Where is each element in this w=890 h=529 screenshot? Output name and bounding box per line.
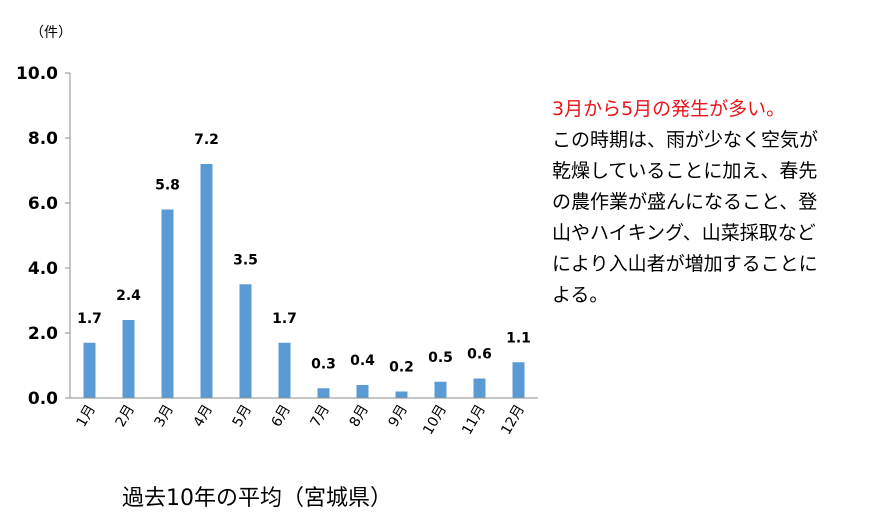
bar bbox=[512, 362, 525, 398]
data-label: 2.4 bbox=[116, 288, 141, 304]
bar bbox=[122, 320, 135, 398]
note-line: により入山者が増加することに bbox=[552, 253, 818, 275]
data-label: 0.4 bbox=[350, 353, 375, 369]
note-highlight: 3月から5月の発生が多い。 bbox=[552, 98, 786, 120]
x-tick-label: 4月 bbox=[191, 402, 216, 430]
y-tick-label: 0.0 bbox=[28, 389, 58, 409]
data-label: 0.5 bbox=[428, 350, 453, 366]
x-tick-label: 10月 bbox=[420, 402, 450, 438]
x-tick-label: 2月 bbox=[113, 402, 138, 430]
data-label: 7.2 bbox=[194, 132, 219, 148]
x-tick-label: 7月 bbox=[308, 402, 333, 430]
y-tick-label: 8.0 bbox=[28, 129, 58, 149]
note-line: 乾燥していることに加え、春先 bbox=[552, 160, 818, 182]
bar bbox=[473, 378, 486, 398]
note-line: よる。 bbox=[552, 284, 609, 306]
x-tick-label: 3月 bbox=[152, 402, 177, 430]
bar bbox=[395, 391, 408, 398]
data-label: 3.5 bbox=[233, 252, 258, 268]
y-axis-unit-label: （件） bbox=[30, 25, 72, 41]
chart-caption: 過去10年の平均（宮城県） bbox=[122, 486, 392, 511]
data-label: 1.7 bbox=[272, 311, 297, 327]
data-label: 0.2 bbox=[389, 360, 414, 376]
x-tick-label: 5月 bbox=[230, 402, 255, 430]
bar bbox=[200, 164, 213, 398]
data-label: 1.7 bbox=[77, 311, 102, 327]
note-line: 山やハイキング、山菜採取など bbox=[552, 222, 816, 244]
y-axis-ticks: 0.0 2.0 4.0 6.0 8.0 10.0 bbox=[16, 64, 70, 409]
bar bbox=[356, 385, 369, 398]
data-label: 5.8 bbox=[155, 178, 180, 194]
data-label: 0.3 bbox=[311, 356, 336, 372]
bar bbox=[278, 342, 291, 398]
bars bbox=[83, 164, 525, 398]
y-tick-label: 2.0 bbox=[28, 324, 58, 344]
bar bbox=[161, 209, 174, 398]
x-tick-label: 8月 bbox=[347, 402, 372, 430]
y-tick-label: 10.0 bbox=[16, 64, 58, 84]
data-labels: 1.7 2.4 5.8 7.2 3.5 1.7 0.3 0.4 0.2 0.5 0.6 1.1 bbox=[77, 132, 531, 376]
note-line: この時期は、雨が少なく空気が bbox=[552, 129, 819, 151]
x-tick-label: 11月 bbox=[459, 402, 489, 438]
data-label: 0.6 bbox=[467, 347, 492, 363]
data-label: 1.1 bbox=[506, 330, 531, 346]
note-line: の農作業が盛んになること、登 bbox=[552, 191, 818, 213]
y-tick-label: 4.0 bbox=[28, 259, 58, 279]
y-tick-label: 6.0 bbox=[28, 194, 58, 214]
explanation-note: 3月から5月の発生が多い。 この時期は、雨が少なく空気が 乾燥していることに加え… bbox=[552, 94, 882, 311]
x-tick-label: 6月 bbox=[269, 402, 294, 430]
x-axis-ticks: 1月 2月 3月 4月 5月 6月 7月 8月 9月 10月 11月 12月 bbox=[74, 402, 528, 438]
x-tick-label: 12月 bbox=[498, 402, 528, 438]
x-tick-label: 9月 bbox=[386, 402, 411, 430]
bar bbox=[239, 284, 252, 398]
bar bbox=[434, 381, 447, 398]
bar bbox=[83, 342, 96, 398]
bar bbox=[317, 388, 330, 398]
x-tick-label: 1月 bbox=[74, 402, 99, 430]
